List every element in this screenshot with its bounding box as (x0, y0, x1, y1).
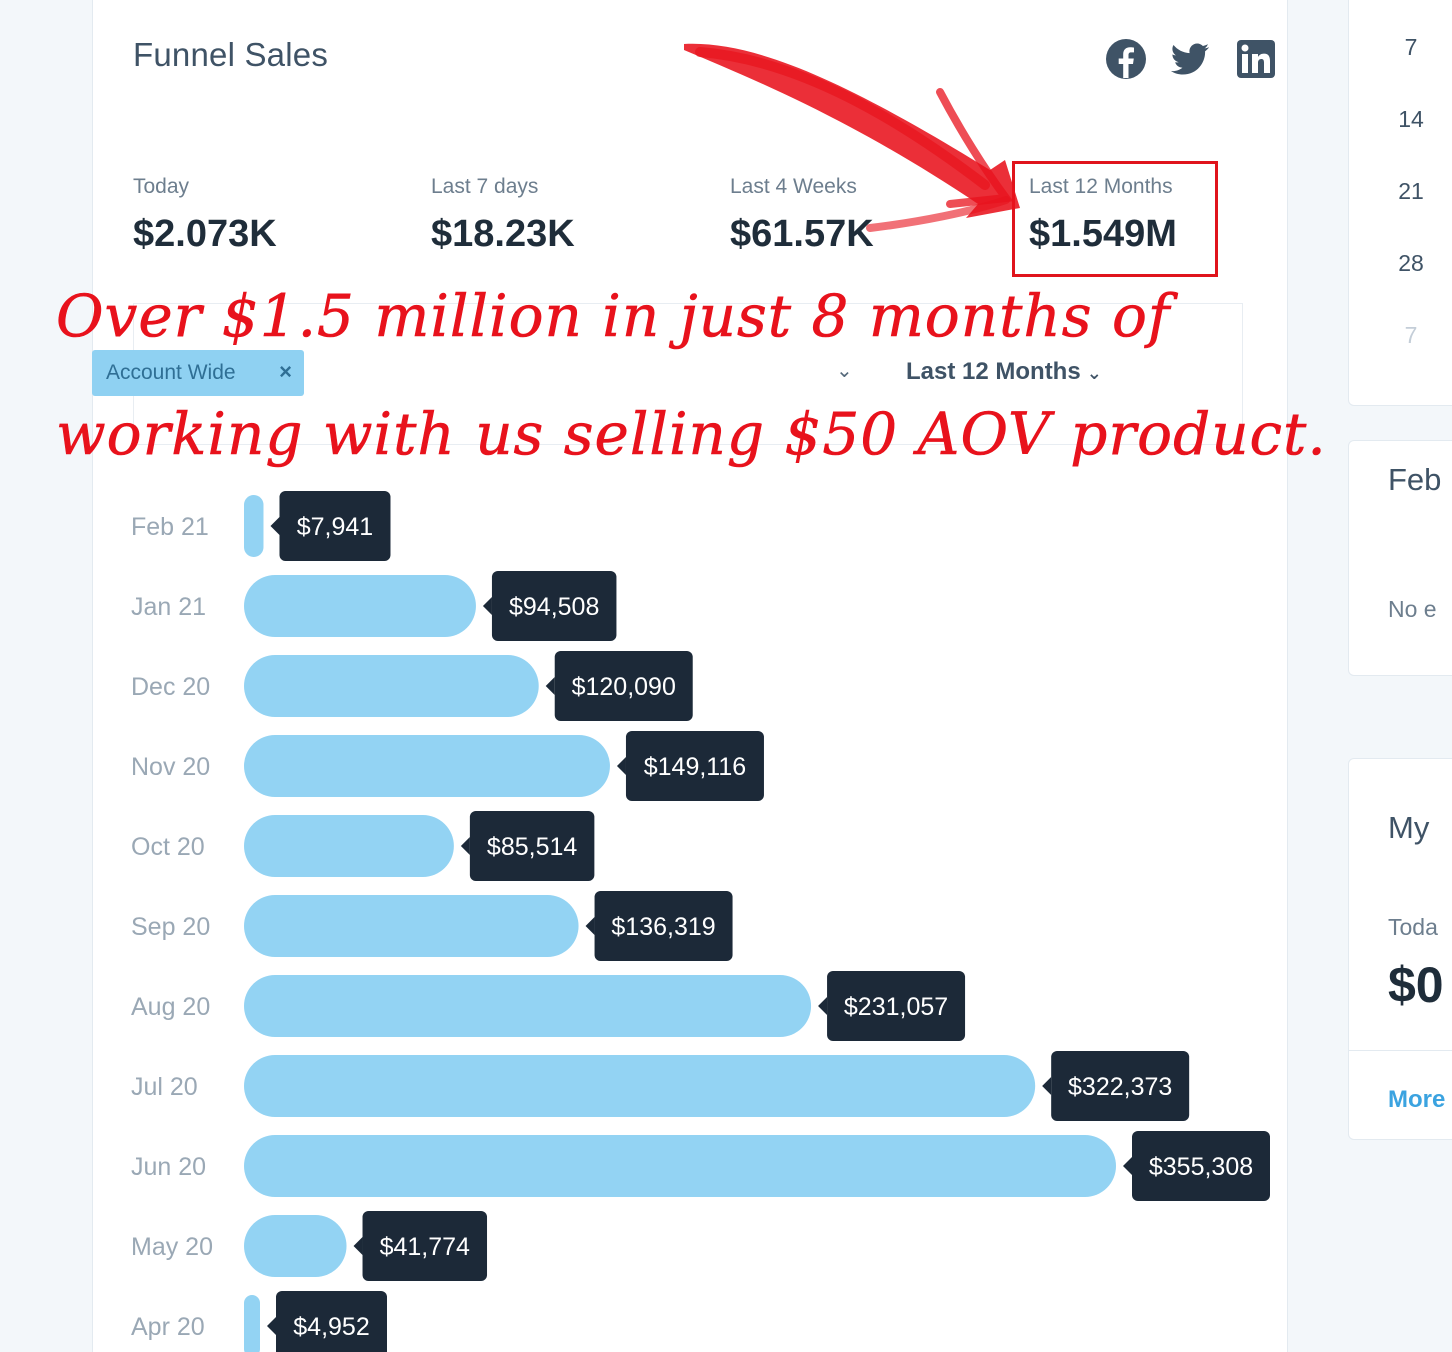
period-select-label: Last 12 Months (906, 358, 1081, 385)
category-tick-label: Dec 20 (131, 673, 210, 701)
data-label: $149,116 (644, 753, 746, 781)
side-card-value: $0 (1388, 957, 1444, 1013)
category-tick-label: Oct 20 (131, 833, 205, 861)
divider (1348, 1050, 1452, 1051)
category-tick-label: Apr 20 (131, 1313, 205, 1341)
annotation-line-2: working with us selling $50 AOV product. (56, 400, 1327, 469)
chevron-down-icon: ⌄ (1086, 363, 1102, 383)
annotation-line-1: Over $1.5 million in just 8 months of (56, 282, 1171, 351)
facebook-icon[interactable] (1105, 38, 1147, 80)
stat-label: Last 12 Months (1029, 175, 1173, 198)
data-label-pointer (270, 517, 280, 535)
stat-value: $2.073K (133, 213, 277, 255)
data-label-pointer (460, 837, 470, 855)
chip-label: Account Wide (106, 361, 236, 384)
category-tick-label: Sep 20 (131, 913, 210, 941)
bar[interactable] (244, 815, 454, 877)
data-label: $322,373 (1068, 1073, 1172, 1101)
data-label: $355,308 (1149, 1153, 1253, 1181)
my-stats-card (1348, 758, 1452, 1140)
stat-label: Last 7 days (431, 175, 539, 198)
bar[interactable] (244, 895, 579, 957)
data-label-pointer (267, 1317, 276, 1335)
data-label-pointer (616, 757, 626, 775)
calendar-day[interactable]: 21 (1398, 178, 1424, 204)
stat-label: Today (133, 175, 190, 198)
data-label-box (469, 811, 595, 881)
stat-value: $61.57K (730, 213, 874, 255)
category-tick-label: May 20 (131, 1233, 213, 1261)
category-tick-label: Aug 20 (131, 993, 210, 1021)
bar[interactable] (244, 1135, 1116, 1197)
data-label-pointer (1123, 1157, 1132, 1175)
bar[interactable] (244, 735, 610, 797)
stat-value: $1.549M (1029, 213, 1177, 255)
bar[interactable] (244, 1055, 1036, 1117)
data-label: $7,941 (297, 513, 373, 541)
category-tick-label: Jul 20 (131, 1073, 198, 1101)
category-tick-label: Jun 20 (131, 1153, 206, 1181)
data-label-pointer (818, 997, 828, 1015)
side-card-title: My (1388, 810, 1430, 845)
card-title: Funnel Sales (133, 36, 329, 73)
data-label-box (1132, 1131, 1270, 1201)
category-tick-label: Jan 21 (131, 593, 206, 621)
twitter-icon[interactable] (1169, 38, 1211, 80)
stat-value: $18.23K (431, 213, 575, 255)
bar[interactable] (244, 1215, 347, 1277)
calendar-card (1348, 0, 1452, 406)
stat-today: Today $2.073K (133, 172, 277, 262)
category-tick-label: Feb 21 (131, 513, 209, 541)
calendar-day[interactable]: 7 (1404, 322, 1418, 348)
close-icon[interactable]: × (279, 359, 292, 384)
data-label-box (362, 1211, 488, 1281)
data-label-pointer (1042, 1077, 1052, 1095)
data-label: $85,514 (487, 833, 577, 861)
data-label-box (491, 571, 617, 641)
calendar-day[interactable]: 7 (1404, 34, 1418, 60)
data-label: $41,774 (380, 1233, 470, 1261)
data-label-pointer (482, 597, 492, 615)
category-tick-label: Nov 20 (131, 753, 210, 781)
linkedin-icon[interactable] (1235, 38, 1277, 80)
calendar-day[interactable]: 14 (1398, 106, 1424, 132)
data-label: $231,057 (844, 993, 948, 1021)
account-wide-filter-chip[interactable]: Account Wide × (92, 350, 304, 396)
side-card-label: Toda (1388, 914, 1438, 940)
more-link[interactable]: More (1388, 1086, 1446, 1113)
data-label-box (279, 491, 391, 561)
period-select[interactable]: Last 12 Months ⌄ (906, 358, 1102, 386)
data-label-box (276, 1291, 387, 1352)
data-label: $136,319 (611, 913, 715, 941)
calendar-day[interactable]: 28 (1398, 250, 1424, 276)
data-label-pointer (545, 677, 555, 695)
stat-last-12-months: Last 12 Months $1.549M (1029, 172, 1177, 262)
data-label-pointer (353, 1237, 363, 1255)
bar[interactable] (244, 495, 264, 557)
events-card (1348, 440, 1452, 676)
bar[interactable] (244, 575, 476, 637)
bar[interactable] (244, 1295, 260, 1352)
data-label-pointer (585, 917, 595, 935)
data-label: $120,090 (572, 673, 676, 701)
chevron-down-icon[interactable]: ⌄ (836, 360, 853, 382)
bar[interactable] (244, 655, 539, 717)
data-label: $94,508 (509, 593, 599, 621)
data-label-box (625, 731, 764, 801)
bar[interactable] (244, 975, 812, 1037)
stat-last-7-days: Last 7 days $18.23K (431, 172, 575, 262)
data-label-box (554, 651, 693, 721)
side-card-text: No e (1388, 596, 1437, 622)
highlight-box (1012, 161, 1218, 277)
data-label-box (1051, 1051, 1190, 1121)
data-label-box (827, 971, 966, 1041)
side-card-title: Feb (1388, 462, 1442, 497)
data-label-box (594, 891, 733, 961)
data-label: $4,952 (293, 1313, 369, 1341)
